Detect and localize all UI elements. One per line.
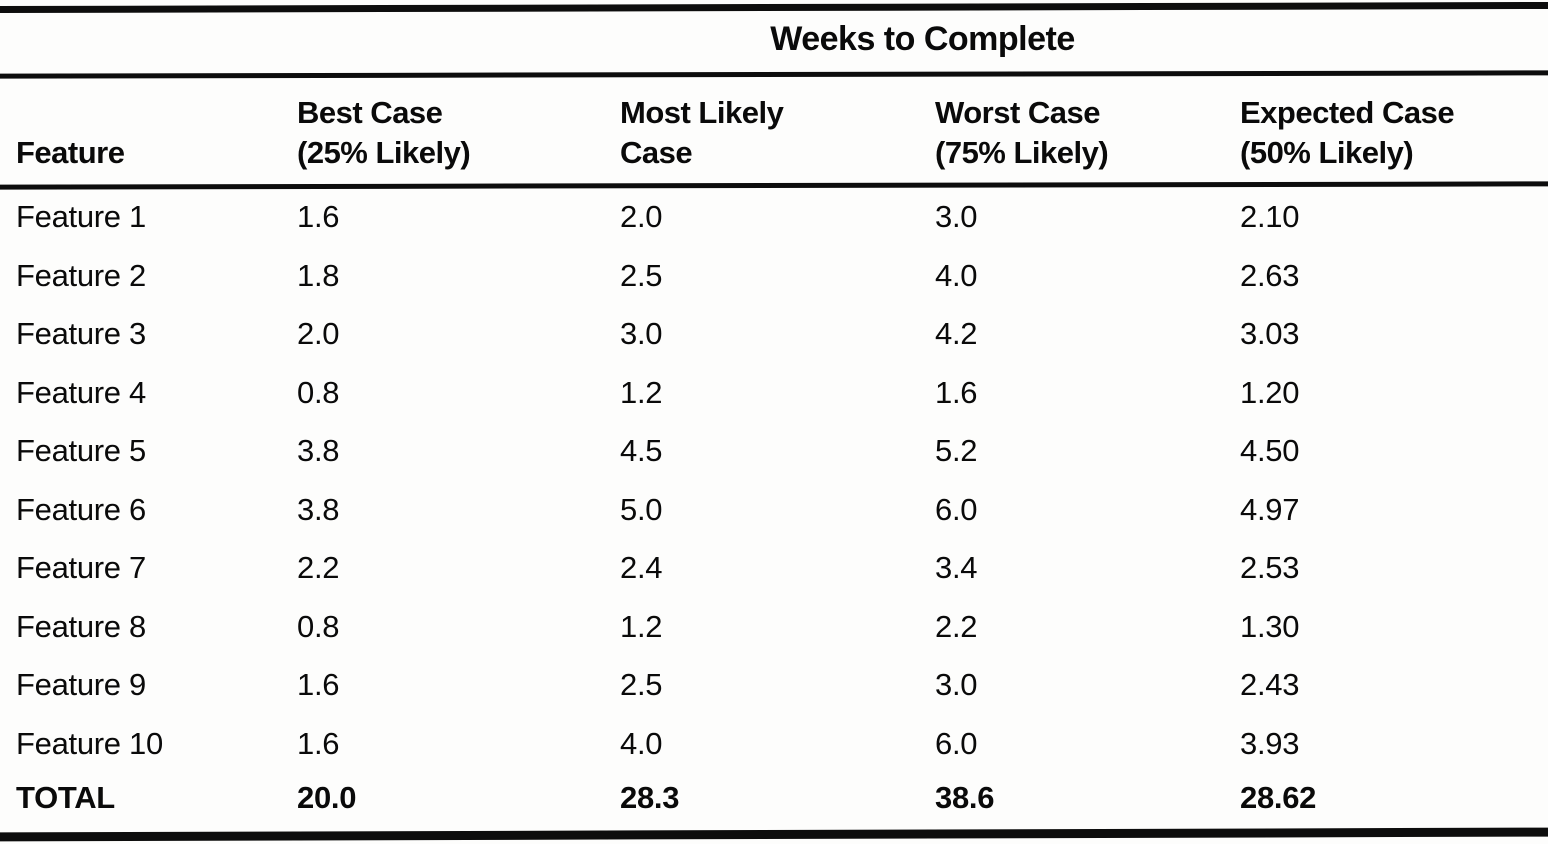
table-spanner-title: Weeks to Complete: [770, 20, 1075, 58]
column-header-feature: Feature: [16, 135, 125, 170]
cell-best-case: 0.8: [297, 374, 340, 410]
table-row: Feature 6 3.8 5.0 6.0 4.97: [0, 481, 1548, 540]
table-row: Feature 10 1.6 4.0 6.0 3.93: [0, 715, 1548, 774]
table-row: Feature 8 0.8 1.2 2.2 1.30: [0, 598, 1548, 657]
cell-most-likely: 3.0: [620, 316, 663, 352]
table-row: Feature 5 3.8 4.5 5.2 4.50: [0, 422, 1548, 481]
cell-feature: Feature 1: [16, 199, 146, 235]
table-bottom-rule: [0, 827, 1548, 842]
cell-expected-case: 3.93: [1240, 725, 1300, 761]
cell-worst-case: 4.0: [935, 257, 978, 293]
cell-feature: Feature 6: [16, 491, 146, 527]
table-body: Feature 1 1.6 2.0 3.0 2.10 Feature 2 1.8…: [0, 188, 1548, 823]
cell-most-likely: 2.4: [620, 550, 663, 586]
table-row: Feature 9 1.6 2.5 3.0 2.43: [0, 656, 1548, 715]
cell-expected-case: 2.53: [1240, 550, 1300, 586]
table-row: Feature 2 1.8 2.5 4.0 2.63: [0, 247, 1548, 306]
table-row: Feature 1 1.6 2.0 3.0 2.10: [0, 188, 1548, 247]
cell-best-case: 1.6: [297, 667, 340, 703]
cell-expected-case: 1.30: [1240, 608, 1300, 644]
cell-most-likely: 2.5: [620, 667, 663, 703]
cell-best-case: 3.8: [297, 433, 340, 469]
cell-best-case: 1.6: [297, 725, 340, 761]
table-total-row: TOTAL 20.0 28.3 38.6 28.62: [0, 773, 1548, 823]
cell-best-case: 3.8: [297, 491, 340, 527]
cell-expected-case: 4.97: [1240, 491, 1300, 527]
cell-most-likely: 5.0: [620, 491, 663, 527]
cell-expected-case: 2.43: [1240, 667, 1300, 703]
cell-feature: Feature 4: [16, 374, 146, 410]
total-best-case: 20.0: [297, 780, 357, 815]
cell-most-likely: 2.5: [620, 257, 663, 293]
total-worst-case: 38.6: [935, 780, 995, 815]
table-row: Feature 3 2.0 3.0 4.2 3.03: [0, 305, 1548, 364]
table-row: Feature 7 2.2 2.4 3.4 2.53: [0, 539, 1548, 598]
cell-worst-case: 6.0: [935, 491, 978, 527]
total-expected-case: 28.62: [1240, 780, 1317, 815]
cell-worst-case: 2.2: [935, 608, 978, 644]
table-row: Feature 4 0.8 1.2 1.6 1.20: [0, 364, 1548, 423]
cell-expected-case: 1.20: [1240, 374, 1300, 410]
column-header-row: Feature Best Case (25% Likely) Most Like…: [0, 77, 1548, 183]
cell-feature: Feature 3: [16, 316, 146, 352]
cell-worst-case: 3.4: [935, 550, 978, 586]
cell-expected-case: 3.03: [1240, 316, 1300, 352]
cell-best-case: 1.6: [297, 199, 340, 235]
cell-most-likely: 4.0: [620, 725, 663, 761]
cell-most-likely: 1.2: [620, 608, 663, 644]
cell-most-likely: 2.0: [620, 199, 663, 235]
cell-worst-case: 5.2: [935, 433, 978, 469]
column-header-expected-case: Expected Case (50% Likely): [1240, 95, 1455, 170]
cell-worst-case: 6.0: [935, 725, 978, 761]
cell-feature: Feature 10: [16, 725, 163, 761]
cell-worst-case: 1.6: [935, 374, 978, 410]
total-label: TOTAL: [16, 780, 115, 815]
cell-expected-case: 4.50: [1240, 433, 1300, 469]
total-most-likely-case: 28.3: [620, 780, 680, 815]
cell-best-case: 2.2: [297, 550, 340, 586]
cell-best-case: 0.8: [297, 608, 340, 644]
cell-most-likely: 1.2: [620, 374, 663, 410]
cell-feature: Feature 8: [16, 608, 146, 644]
cell-feature: Feature 7: [16, 550, 146, 586]
cell-most-likely: 4.5: [620, 433, 663, 469]
cell-feature: Feature 5: [16, 433, 146, 469]
cell-best-case: 1.8: [297, 257, 340, 293]
cell-worst-case: 4.2: [935, 316, 978, 352]
cell-expected-case: 2.10: [1240, 199, 1300, 235]
cell-best-case: 2.0: [297, 316, 340, 352]
cell-worst-case: 3.0: [935, 667, 978, 703]
column-header-best-case: Best Case (25% Likely): [297, 95, 471, 170]
column-header-most-likely: Most Likely Case: [620, 95, 784, 170]
cell-feature: Feature 9: [16, 667, 146, 703]
spanner-header-band: Weeks to Complete: [0, 11, 1548, 72]
column-header-worst-case: Worst Case (75% Likely): [935, 95, 1109, 170]
cell-worst-case: 3.0: [935, 199, 978, 235]
cell-expected-case: 2.63: [1240, 257, 1300, 293]
cell-feature: Feature 2: [16, 257, 146, 293]
